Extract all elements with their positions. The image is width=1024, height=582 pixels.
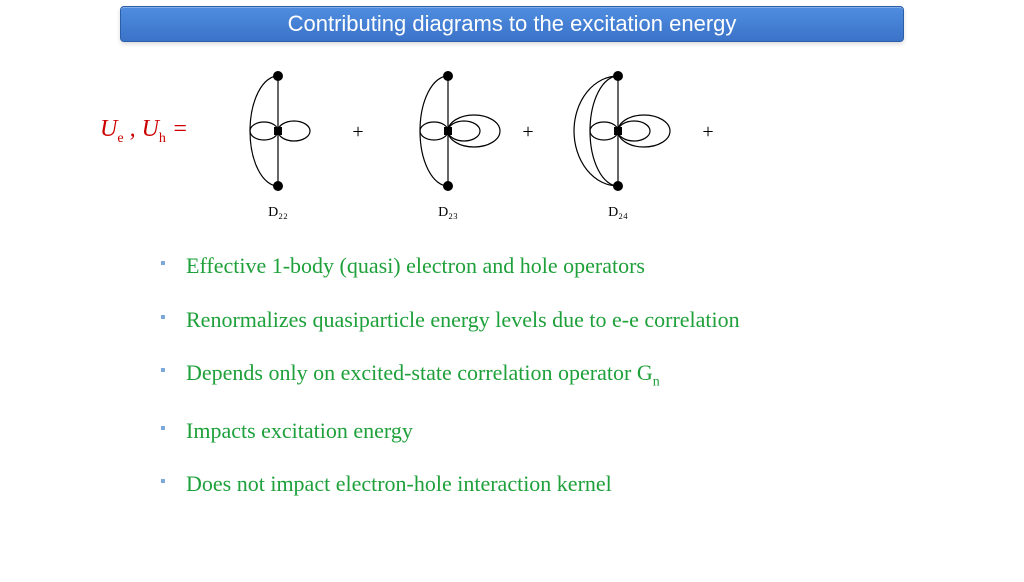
slide-title: Contributing diagrams to the excitation … bbox=[120, 6, 904, 42]
svg-text:D₂₄: D₂₄ bbox=[608, 205, 628, 220]
svg-text:D₂₂: D₂₂ bbox=[268, 205, 288, 220]
svg-text:D₂₃: D₂₃ bbox=[438, 205, 458, 220]
equation-row: Ue , Uh = D₂₂ D₂₃ D₂₄ + + + bbox=[100, 66, 1024, 226]
svg-text:+: + bbox=[522, 121, 533, 143]
svg-text:+: + bbox=[702, 121, 713, 143]
svg-text:+: + bbox=[352, 121, 363, 143]
bullet-item: Depends only on excited-state correlatio… bbox=[160, 359, 880, 391]
feynman-diagram-strip: D₂₂ D₂₃ D₂₄ + + + bbox=[218, 66, 798, 226]
bullet-item: Does not impact electron-hole interactio… bbox=[160, 470, 880, 498]
equation-lhs: Ue , Uh = bbox=[100, 116, 188, 147]
bullet-list: Effective 1-body (quasi) electron and ho… bbox=[160, 252, 1024, 498]
bullet-item: Renormalizes quasiparticle energy levels… bbox=[160, 306, 880, 334]
bullet-item: Impacts excitation energy bbox=[160, 417, 880, 445]
bullet-item: Effective 1-body (quasi) electron and ho… bbox=[160, 252, 880, 280]
